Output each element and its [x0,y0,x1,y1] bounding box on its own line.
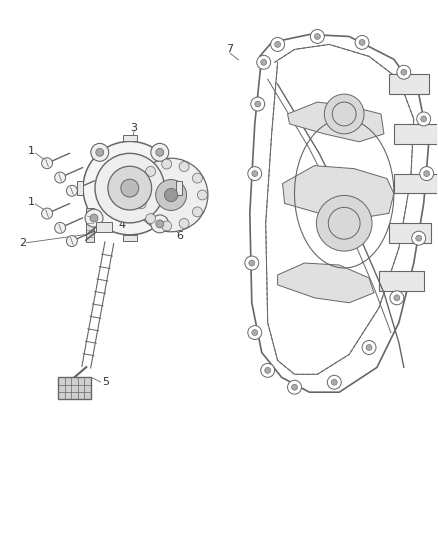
Polygon shape [278,263,374,303]
Circle shape [156,148,164,156]
Polygon shape [288,102,384,142]
Circle shape [255,101,261,107]
Circle shape [134,158,208,232]
Circle shape [192,207,202,217]
Circle shape [331,379,337,385]
Circle shape [146,166,155,176]
Circle shape [292,384,297,390]
Circle shape [324,94,364,134]
Circle shape [198,190,207,200]
Circle shape [421,116,427,122]
Circle shape [251,97,265,111]
Circle shape [91,143,109,161]
Circle shape [162,221,172,231]
Polygon shape [123,135,137,141]
Circle shape [155,180,187,211]
Circle shape [162,159,172,169]
Circle shape [156,220,164,228]
Circle shape [179,219,189,229]
Text: 1: 1 [28,146,35,156]
Circle shape [249,260,255,266]
Text: 7: 7 [226,44,233,54]
Circle shape [90,214,98,222]
Polygon shape [177,181,183,195]
Circle shape [248,167,262,181]
Circle shape [265,367,271,373]
Circle shape [42,158,53,168]
Circle shape [314,34,320,39]
Text: 1: 1 [28,197,35,207]
Circle shape [390,291,404,305]
Circle shape [359,39,365,45]
Text: 3: 3 [131,123,138,133]
Circle shape [316,196,372,251]
Circle shape [417,112,431,126]
Circle shape [121,179,139,197]
Polygon shape [389,74,429,94]
Bar [86,208,94,241]
Circle shape [366,344,372,351]
Circle shape [83,141,177,235]
Circle shape [424,171,430,176]
Polygon shape [389,223,431,243]
Circle shape [261,364,275,377]
Circle shape [257,55,271,69]
Polygon shape [123,235,137,241]
Circle shape [275,42,281,47]
Circle shape [165,188,178,201]
Circle shape [311,29,324,43]
Circle shape [42,208,53,219]
Polygon shape [283,166,394,219]
Circle shape [146,214,155,223]
Circle shape [252,329,258,336]
Circle shape [394,295,400,301]
Text: 6: 6 [177,231,184,241]
Circle shape [248,326,262,340]
Bar [96,222,112,232]
Circle shape [96,148,104,156]
Circle shape [252,171,258,176]
Circle shape [420,167,434,181]
Circle shape [55,172,66,183]
Text: 4: 4 [119,220,126,230]
Text: 5: 5 [102,377,110,387]
Circle shape [151,143,169,161]
Circle shape [67,236,78,247]
Circle shape [179,161,189,172]
Circle shape [412,231,426,245]
Circle shape [332,102,356,126]
Circle shape [192,173,202,183]
Circle shape [136,181,146,191]
Polygon shape [394,124,437,144]
Circle shape [85,209,103,227]
Circle shape [327,375,341,389]
Polygon shape [394,174,437,193]
Circle shape [95,154,165,223]
Circle shape [355,36,369,50]
Circle shape [55,222,66,233]
Polygon shape [77,181,83,195]
Circle shape [362,341,376,354]
Circle shape [67,185,78,196]
Circle shape [328,207,360,239]
Circle shape [245,256,259,270]
Circle shape [397,65,411,79]
Circle shape [288,380,301,394]
Polygon shape [379,271,424,291]
Circle shape [416,235,422,241]
Polygon shape [82,242,114,368]
Bar [58,377,91,399]
Circle shape [401,69,407,75]
Circle shape [108,166,152,210]
Text: 2: 2 [19,238,26,248]
Circle shape [136,199,146,209]
Circle shape [261,59,267,65]
Circle shape [151,215,169,233]
Circle shape [271,37,285,51]
